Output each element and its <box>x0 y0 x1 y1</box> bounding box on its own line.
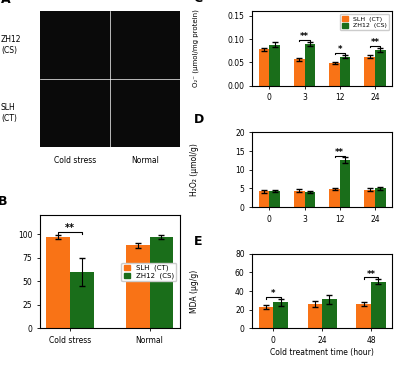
Bar <box>340 57 350 86</box>
Bar <box>304 192 315 207</box>
Bar <box>273 302 288 328</box>
Bar <box>150 237 173 328</box>
Text: **: ** <box>65 223 75 233</box>
Bar <box>294 191 304 207</box>
Bar <box>340 160 350 207</box>
Bar <box>329 63 340 86</box>
Bar <box>259 192 269 207</box>
Bar <box>40 79 180 147</box>
Text: *: * <box>271 289 276 298</box>
Bar <box>356 304 371 328</box>
Text: C: C <box>194 0 203 5</box>
Text: D: D <box>194 113 204 126</box>
Y-axis label: O₂⁻ (μmol/mg protein): O₂⁻ (μmol/mg protein) <box>193 9 199 87</box>
Legend: SLH  (CT), ZH12  (CS): SLH (CT), ZH12 (CS) <box>122 262 176 281</box>
Bar <box>304 44 315 86</box>
Bar <box>294 59 304 86</box>
Text: Cold stress: Cold stress <box>54 156 96 165</box>
Text: E: E <box>194 235 202 247</box>
Text: B: B <box>0 196 8 208</box>
Text: **: ** <box>335 149 344 157</box>
Bar <box>259 49 269 86</box>
Bar <box>46 237 70 328</box>
Bar <box>259 307 273 328</box>
Text: A: A <box>1 0 10 5</box>
Text: **: ** <box>370 38 380 47</box>
Bar <box>322 299 337 328</box>
Bar <box>308 304 322 328</box>
Bar <box>269 191 280 207</box>
Text: SLH
(CT): SLH (CT) <box>1 103 17 123</box>
Y-axis label: H₂O₂ (μmol/g): H₂O₂ (μmol/g) <box>190 143 199 196</box>
Text: **: ** <box>300 32 309 41</box>
Text: **: ** <box>366 269 376 278</box>
Text: *: * <box>338 45 342 54</box>
Bar <box>70 272 94 328</box>
Bar <box>329 189 340 207</box>
Bar <box>375 50 386 86</box>
Bar <box>40 11 180 79</box>
Bar <box>126 246 150 328</box>
Bar <box>364 57 375 86</box>
Bar <box>375 188 386 207</box>
X-axis label: Cold treatment time (hour): Cold treatment time (hour) <box>270 348 374 357</box>
Text: Normal: Normal <box>131 156 159 165</box>
Bar <box>364 189 375 207</box>
Y-axis label: MDA (μg/g): MDA (μg/g) <box>190 269 199 313</box>
Legend: SLH  (CT), ZH12  (CS): SLH (CT), ZH12 (CS) <box>340 14 389 30</box>
Text: ZH12
(CS): ZH12 (CS) <box>1 35 21 55</box>
Bar <box>371 282 386 328</box>
Bar <box>269 45 280 86</box>
